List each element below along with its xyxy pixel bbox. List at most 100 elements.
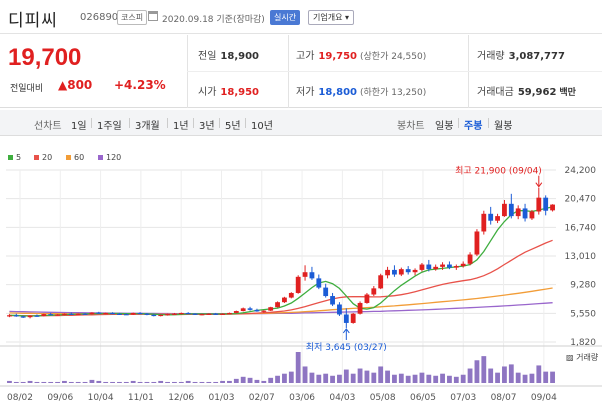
volume-bars: ▨ 거래량 bbox=[7, 352, 599, 383]
volume-bar bbox=[158, 380, 164, 383]
low-arrow-head bbox=[342, 328, 350, 334]
chart-period-tabs: 선차트 1일 1주일 3개월 1년 3년 5년 10년 봉차트 일봉 주봉 월봉 bbox=[0, 110, 602, 136]
candle-body bbox=[261, 310, 267, 312]
legend-label: 60 bbox=[74, 153, 84, 162]
volume-bar bbox=[275, 375, 280, 383]
volume-bar bbox=[62, 380, 67, 383]
volume-bar bbox=[467, 368, 473, 383]
volume-bar bbox=[227, 380, 232, 383]
ma120-line bbox=[9, 302, 553, 315]
change-label: 전일대비 bbox=[10, 84, 44, 94]
candle-body bbox=[474, 231, 480, 255]
tab-3m[interactable]: 3개월 bbox=[135, 121, 160, 132]
candle-body bbox=[398, 269, 404, 275]
candle-body bbox=[192, 313, 198, 315]
volume-bar bbox=[199, 381, 205, 383]
open-value: 18,950 bbox=[220, 87, 259, 98]
divider bbox=[458, 118, 459, 128]
divider bbox=[245, 118, 246, 128]
volume-bar bbox=[130, 380, 136, 383]
prev-close-label: 전일 bbox=[198, 51, 217, 62]
candle-body bbox=[419, 264, 425, 270]
volume-bar bbox=[165, 381, 170, 383]
candle-body bbox=[220, 313, 225, 315]
volume-bar bbox=[110, 381, 115, 383]
low-price: 저가 18,800 (하한가 13,250) bbox=[296, 83, 426, 98]
candle-body bbox=[371, 288, 377, 295]
y-tick-label: 1,820 bbox=[570, 338, 596, 348]
volume-bar bbox=[412, 374, 418, 383]
tab-monthly[interactable]: 월봉 bbox=[494, 121, 513, 132]
candle-body bbox=[275, 302, 280, 308]
candle-body bbox=[330, 296, 335, 305]
candle-body bbox=[337, 304, 342, 315]
y-tick-label: 20,470 bbox=[565, 195, 597, 205]
tab-5y[interactable]: 5년 bbox=[225, 121, 241, 132]
volume-bar bbox=[371, 372, 377, 383]
current-price: 19,700 bbox=[8, 44, 82, 71]
x-tick-label: 04/03 bbox=[329, 393, 355, 403]
volume-bar bbox=[192, 381, 198, 383]
volume-bar bbox=[323, 373, 329, 383]
change-percent: +4.23% bbox=[114, 78, 166, 92]
candle-body bbox=[206, 313, 212, 315]
volume-bar bbox=[144, 381, 150, 383]
volume-bar bbox=[82, 381, 88, 383]
candle-body bbox=[502, 203, 507, 217]
divider bbox=[91, 118, 92, 128]
tab-10y[interactable]: 10년 bbox=[251, 121, 273, 132]
low-value: 18,800 bbox=[318, 87, 357, 98]
candle-body bbox=[13, 315, 19, 317]
legend-swatch bbox=[34, 155, 39, 160]
tab-1w[interactable]: 1주일 bbox=[97, 121, 122, 132]
company-info-button[interactable]: 기업개요 ▾ bbox=[308, 10, 354, 25]
quote-date: 2020.09.18 기준(장마감) bbox=[162, 15, 265, 25]
volume-bar bbox=[240, 376, 246, 383]
x-tick-label: 05/08 bbox=[370, 393, 396, 403]
volume-bar bbox=[220, 380, 225, 383]
realtime-button[interactable]: 실시간 bbox=[270, 10, 301, 25]
y-tick-label: 24,200 bbox=[565, 166, 597, 176]
candle-body bbox=[247, 308, 253, 310]
candle-body bbox=[178, 312, 184, 315]
candle-body bbox=[7, 315, 12, 317]
tab-1d[interactable]: 1일 bbox=[71, 121, 87, 132]
candlestick-chart[interactable]: 5 20 60 120 24,200 20,470 16,740 13,010 9,280 5,… bbox=[0, 138, 602, 407]
tab-1y[interactable]: 1년 bbox=[173, 121, 189, 132]
upper-limit: (상한가 24,550) bbox=[360, 52, 427, 62]
candle-body bbox=[282, 297, 287, 303]
candle-body bbox=[199, 314, 205, 316]
candle-body bbox=[185, 312, 191, 315]
x-tick-label: 12/06 bbox=[168, 393, 194, 403]
volume-bar bbox=[316, 374, 322, 383]
low-annotation: 최저 3,645 (03/27) bbox=[306, 342, 387, 353]
y-tick-label: 5,550 bbox=[570, 309, 596, 319]
volume-bar bbox=[330, 375, 335, 383]
volume-bar bbox=[543, 371, 549, 383]
volume-bar bbox=[206, 381, 212, 383]
volume-label: ▨ 거래량 bbox=[566, 352, 599, 362]
high-annotation: 최고 21,900 (09/04) bbox=[455, 166, 542, 177]
volume-bar bbox=[268, 377, 274, 383]
y-tick-label: 16,740 bbox=[565, 223, 597, 233]
volume-bar bbox=[515, 372, 521, 383]
volume-bar bbox=[337, 374, 342, 383]
volume-bar bbox=[350, 373, 356, 383]
candle-body bbox=[123, 314, 129, 316]
tab-daily[interactable]: 일봉 bbox=[435, 121, 454, 132]
candle-body bbox=[316, 278, 322, 288]
candle-chart-label: 봉차트 bbox=[397, 121, 425, 132]
volume-bar bbox=[508, 364, 514, 383]
volume-bar bbox=[96, 380, 102, 383]
tab-3y[interactable]: 3년 bbox=[199, 121, 215, 132]
volume-bar bbox=[117, 381, 122, 383]
volume-bar bbox=[426, 374, 432, 383]
candle-body bbox=[405, 269, 411, 273]
candle-body bbox=[48, 314, 54, 316]
candle-body bbox=[103, 312, 109, 315]
tab-weekly[interactable]: 주봉 bbox=[464, 121, 483, 132]
divider bbox=[193, 118, 194, 128]
candle-body bbox=[460, 263, 466, 267]
candle-body bbox=[62, 313, 67, 315]
volume-bar bbox=[357, 368, 363, 383]
